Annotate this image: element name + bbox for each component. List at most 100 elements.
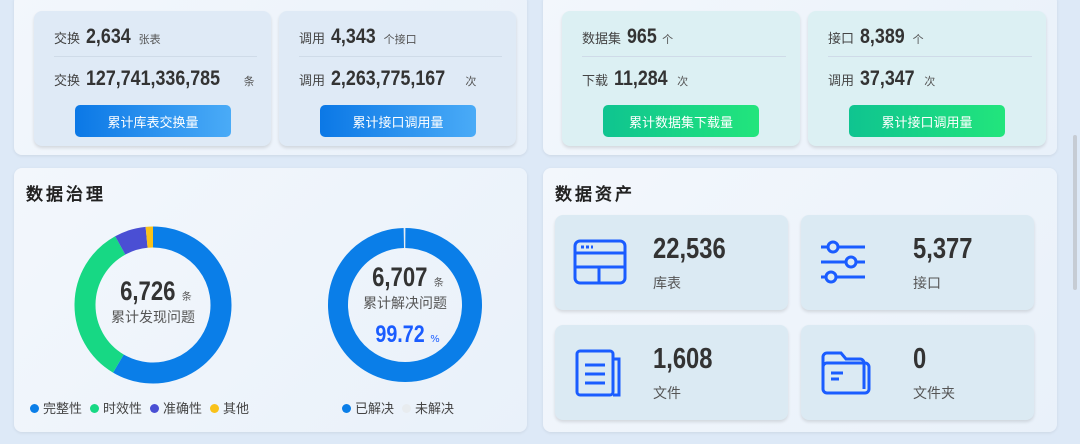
asset-value: 1,608 [653, 343, 713, 375]
asset-value: 0 [913, 343, 927, 375]
stat-value: 2,634 [86, 25, 131, 48]
sliders-icon [821, 240, 865, 284]
donut-slice-完整性[interactable] [113, 226, 232, 384]
legend-dot [342, 404, 351, 413]
stat-value: 4,343 [331, 25, 376, 48]
scrollbar[interactable] [1073, 135, 1077, 290]
table-exchange-card: 交换 2,634 张表 交换 127,741,336,785 条 累计库表交换量 [34, 11, 271, 146]
stat-row: 下载 11,284 次 [582, 67, 786, 91]
legend-label: 已解决 [355, 402, 395, 417]
stat-unit: 次 [677, 75, 689, 88]
stat-row: 调用 2,263,775,167 次 [299, 67, 502, 91]
resolved-percent: 99.72 [375, 321, 425, 348]
panel-title: 数据治理 [26, 185, 106, 205]
stat-label: 下载 [582, 74, 609, 89]
resolved-legend: 已解决 未解决 [342, 398, 454, 417]
legend-label: 时效性 [103, 402, 143, 417]
stat-unit: 次 [924, 75, 936, 88]
asset-card-folders[interactable]: 0 文件夹 [801, 325, 1034, 420]
dataset-download-button[interactable]: 累计数据集下载量 [603, 105, 759, 137]
stat-label: 调用 [299, 74, 326, 89]
divider [582, 56, 786, 57]
found-label: 累计发现问题 [111, 310, 195, 326]
resolved-value: 6,707 [372, 262, 428, 292]
asset-card-files[interactable]: 1,608 文件 [555, 325, 788, 420]
resolved-label: 累计解决问题 [363, 296, 447, 312]
legend-item[interactable]: 已解决 [342, 398, 394, 417]
api-call-button[interactable]: 累计接口调用量 [320, 105, 476, 137]
api-call-card: 调用 4,343 个接口 调用 2,263,775,167 次 累计接口调用量 [279, 11, 516, 146]
stat-value: 37,347 [860, 67, 915, 90]
stat-unit: 个 [662, 33, 674, 46]
stat-unit: 次 [465, 75, 477, 88]
legend-label: 完整性 [43, 402, 83, 417]
found-value: 6,726 [120, 276, 176, 306]
stat-row: 交换 2,634 张表 [54, 25, 257, 49]
issues-found-donut [74, 226, 482, 384]
stat-unit: 个接口 [383, 33, 417, 46]
legend-dot [402, 404, 412, 413]
asset-value: 22,536 [653, 233, 726, 265]
open-api-button[interactable]: 累计接口调用量 [849, 105, 1005, 137]
asset-label: 文件夹 [913, 386, 955, 402]
found-unit: 条 [181, 292, 192, 303]
asset-label: 接口 [913, 276, 941, 292]
dataset-download-card: 数据集 965 个 下载 11,284 次 累计数据集下载量 [562, 11, 800, 146]
resolved-center: 6,707 条累计解决问题 99.72% [335, 262, 475, 349]
stat-value: 2,263,775,167 [331, 67, 446, 90]
divider [299, 56, 502, 57]
stat-row: 交换 127,741,336,785 条 [54, 67, 257, 91]
found-center: 6,726 条累计发现问题 [83, 276, 223, 327]
asset-label: 库表 [653, 276, 681, 292]
asset-label: 文件 [653, 386, 681, 402]
resolved-unit: 条 [433, 278, 444, 289]
found-legend: 完整性 时效性 准确性 其他 [30, 398, 249, 417]
legend-item[interactable]: 其他 [210, 398, 249, 417]
donut-slice-准确性[interactable] [115, 226, 148, 255]
legend-label: 其他 [223, 402, 250, 417]
stat-unit: 条 [243, 75, 255, 88]
document-icon [575, 349, 621, 397]
stat-label: 接口 [828, 32, 855, 47]
stat-label: 调用 [828, 74, 855, 89]
percent-unit: % [430, 334, 440, 345]
divider [54, 56, 257, 57]
legend-item[interactable]: 时效性 [90, 398, 142, 417]
exchange-panel: 交换 2,634 张表 交换 127,741,336,785 条 累计库表交换量 调用 4… [14, 0, 527, 155]
legend-dot [90, 404, 100, 413]
stat-label: 交换 [54, 74, 81, 89]
stat-row: 数据集 965 个 [582, 25, 786, 49]
legend-dot [30, 404, 39, 413]
stat-label: 调用 [299, 32, 326, 47]
open-api-card: 接口 8,389 个 调用 37,347 次 累计接口调用量 [808, 11, 1046, 146]
assets-panel: 数据资产 22,536 库表 5,377 接口 1,608 文件 0 文件夹 [543, 168, 1057, 432]
legend-dot [210, 404, 220, 413]
open-panel: 数据集 965 个 下载 11,284 次 累计数据集下载量 接口 8,389 个 调用 37… [543, 0, 1057, 155]
legend-item[interactable]: 未解决 [402, 398, 454, 417]
legend-item[interactable]: 准确性 [150, 398, 202, 417]
folder-icon [821, 351, 871, 395]
stat-value: 8,389 [860, 25, 905, 48]
stat-unit: 张表 [138, 33, 161, 46]
table-icon [573, 239, 627, 285]
legend-label: 未解决 [415, 402, 455, 417]
asset-card-apis[interactable]: 5,377 接口 [801, 215, 1034, 310]
stat-row: 调用 4,343 个接口 [299, 25, 502, 49]
legend-label: 准确性 [163, 402, 203, 417]
stat-label: 数据集 [582, 32, 622, 47]
donut-slice-时效性[interactable] [74, 236, 126, 373]
stat-unit: 个 [912, 33, 924, 46]
asset-value: 5,377 [913, 233, 973, 265]
governance-panel: 数据治理 6,726 条累计发现问题 6,707 条累计解决问题 99.72% 完整… [14, 168, 527, 432]
legend-dot [150, 404, 160, 413]
stat-row: 调用 37,347 次 [828, 67, 1032, 91]
panel-title: 数据资产 [555, 185, 635, 205]
donut-slice-已解决[interactable] [328, 228, 482, 382]
stat-row: 接口 8,389 个 [828, 25, 1032, 49]
divider [828, 56, 1032, 57]
legend-item[interactable]: 完整性 [30, 398, 82, 417]
stat-value: 965 [627, 25, 657, 48]
asset-card-tables[interactable]: 22,536 库表 [555, 215, 788, 310]
stat-value: 127,741,336,785 [86, 67, 221, 90]
table-exchange-button[interactable]: 累计库表交换量 [75, 105, 231, 137]
